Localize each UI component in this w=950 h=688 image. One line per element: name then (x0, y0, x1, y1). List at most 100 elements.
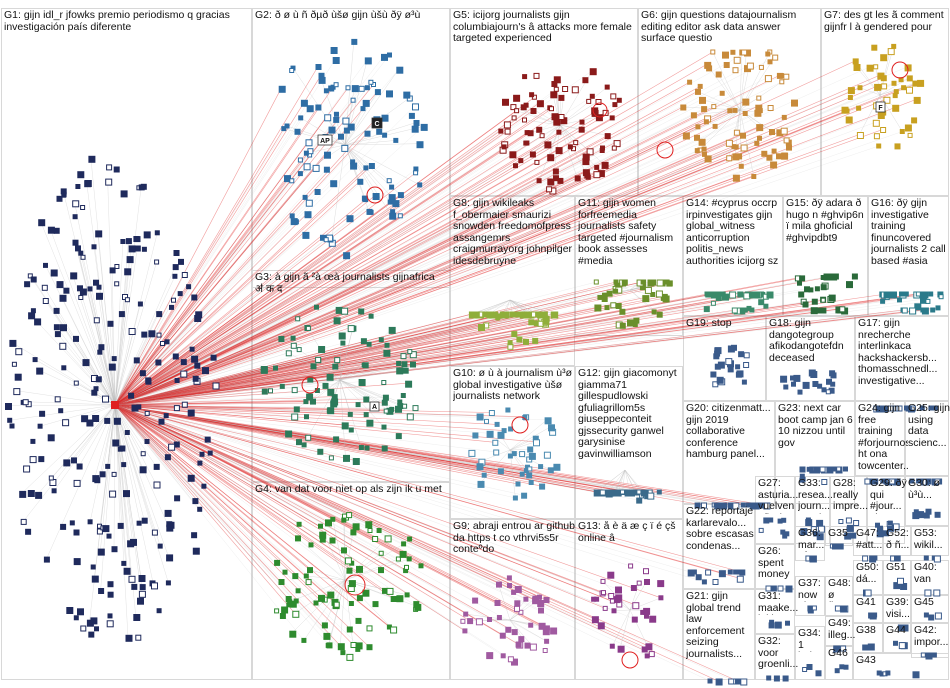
node-g4 (378, 567, 384, 574)
edge-g1-internal (114, 303, 141, 406)
node-g2 (393, 137, 399, 143)
node-g10 (497, 468, 504, 475)
node-g3 (358, 445, 364, 450)
node-g6 (741, 49, 748, 56)
node-g17 (919, 405, 925, 411)
edge-hub-gray-g3 (114, 342, 343, 406)
node-g7 (899, 129, 905, 134)
node-g14 (766, 291, 774, 299)
edge-hub-g13 (114, 404, 619, 605)
node-g1 (73, 380, 79, 386)
edge-internal-g5 (559, 86, 608, 126)
group-label-g28: G28: really impre... resea... (833, 478, 869, 514)
node-g3 (338, 332, 346, 340)
edge-internal-g10 (509, 426, 551, 451)
node-g1 (191, 532, 198, 539)
edge-hub-gray-g2 (114, 169, 327, 406)
node-g1 (106, 620, 114, 628)
node-g15 (810, 307, 818, 315)
edge-internal-g6 (706, 64, 741, 111)
edge-g1-internal (100, 404, 116, 591)
node-g7 (904, 124, 912, 132)
node-badge (875, 101, 886, 113)
edge-hub-g4 (114, 404, 321, 598)
edge-hub-gray-g6 (114, 138, 760, 406)
node-g9 (499, 632, 506, 639)
node-badge (317, 134, 333, 146)
node-g17 (933, 405, 938, 411)
node-g38 (867, 643, 875, 651)
edge-hub-g8 (114, 313, 473, 406)
node-g6 (781, 152, 789, 160)
node-g29 (877, 525, 883, 532)
node-g28 (846, 526, 852, 532)
edge-hub-gray-g10 (114, 404, 528, 468)
node-g3 (402, 403, 408, 409)
edge-g1-internal (114, 332, 152, 406)
edge-hub-gray-g4 (114, 404, 325, 626)
node-g3 (332, 363, 339, 370)
node-g13 (658, 595, 664, 601)
edge-hub-gray-g6 (114, 110, 761, 406)
node-g10 (544, 417, 552, 425)
edge-internal-g3 (306, 327, 341, 381)
node-g17 (896, 405, 903, 412)
node-g6 (694, 148, 700, 154)
node-g3 (278, 336, 285, 342)
node-g1 (48, 475, 54, 481)
node-g4 (384, 535, 392, 543)
node-g11 (656, 311, 663, 318)
node-g1 (38, 219, 46, 227)
edge-hub-g3 (114, 398, 366, 406)
edge-hub-g6 (114, 100, 745, 406)
edge-g1-internal (114, 404, 170, 528)
node-g11 (610, 302, 617, 309)
group-label-g1: G1: gijn idl_r jfowks premio periodismo … (4, 10, 233, 33)
node-g6 (767, 105, 774, 111)
node-g1 (197, 506, 203, 512)
edge-internal-g7 (843, 94, 881, 110)
node-g1 (29, 456, 37, 464)
node-g1 (30, 308, 36, 314)
node-g7 (873, 133, 880, 140)
edge-hub-gray-g22 (114, 404, 731, 573)
edge-g1-internal (77, 247, 116, 406)
node-g7 (883, 96, 891, 104)
node-g1 (136, 520, 142, 526)
node-g41 (869, 612, 877, 620)
edge-g1-internal (114, 404, 157, 467)
node-g10 (488, 410, 495, 416)
group-box-g7 (821, 8, 949, 196)
node-g10 (505, 407, 511, 413)
node-g20 (720, 502, 728, 510)
node-g1 (157, 543, 163, 549)
group-label-g34: G34: 1 lud... (798, 628, 821, 652)
edge-hub-gray-g3 (114, 328, 353, 406)
node-g5 (513, 163, 518, 169)
node-g1 (158, 418, 165, 425)
node-g16 (921, 291, 929, 299)
edge-hub-g7 (114, 110, 848, 406)
node-g1 (53, 307, 60, 314)
node-g3 (405, 380, 413, 388)
edge-internal-g3 (339, 363, 413, 381)
node-g2 (396, 66, 404, 74)
edge-g1-internal (114, 276, 176, 406)
edge-g1-internal (82, 257, 116, 406)
node-g5 (589, 93, 595, 99)
node-g5 (562, 86, 569, 92)
node-g9 (514, 605, 520, 612)
node-g12 (641, 489, 648, 497)
edge-g1-internal (114, 330, 132, 406)
edge-g1-internal (114, 404, 154, 585)
node-g6 (786, 144, 792, 151)
node-g15 (820, 284, 827, 291)
group-box-g15 (783, 196, 868, 316)
node-g3 (296, 439, 302, 446)
node-g1 (109, 490, 117, 498)
node-g1 (73, 615, 79, 621)
group-label-g44: G44 (886, 625, 906, 636)
node-g1 (140, 451, 146, 457)
node-g11 (651, 309, 657, 315)
node-g6 (733, 144, 739, 150)
